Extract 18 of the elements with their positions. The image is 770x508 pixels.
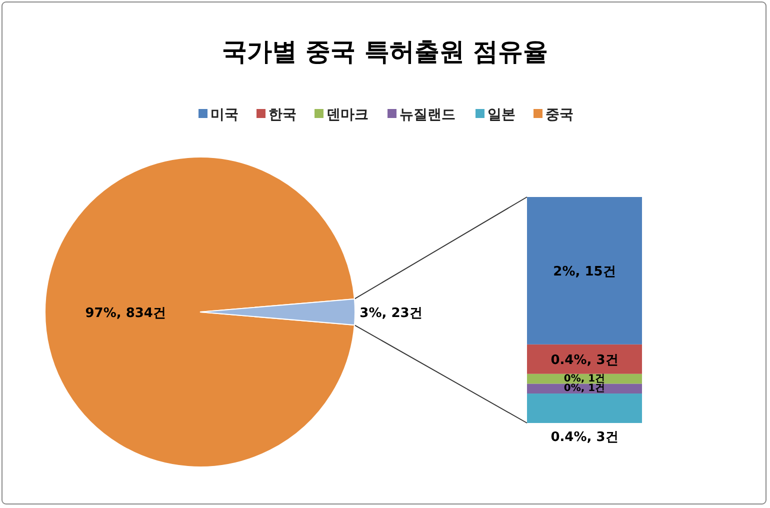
data-label: 3%, 23건 — [360, 306, 422, 321]
bar — [527, 394, 642, 423]
data-label: 0.4%, 3건 — [550, 353, 618, 368]
data-label: 97%, 834건 — [85, 306, 166, 321]
legend-label: 뉴질랜드 — [400, 107, 456, 123]
legend-label: 중국 — [546, 107, 574, 123]
chart-title: 국가별 중국 특허출원 점유율 — [222, 37, 548, 66]
legend-label: 한국 — [268, 107, 296, 123]
data-label: 0%, 1건 — [564, 383, 606, 394]
pie-slice — [44, 156, 355, 468]
legend-label: 일본 — [488, 107, 516, 123]
data-label: 2%, 15건 — [553, 264, 616, 280]
legend-label: 덴마크 — [326, 107, 368, 123]
bar — [527, 197, 642, 344]
data-label: 0%, 1건 — [564, 373, 606, 384]
legend-label: 미국 — [210, 107, 238, 123]
bar — [527, 344, 642, 374]
data-label: 0.4%, 3건 — [550, 430, 618, 445]
